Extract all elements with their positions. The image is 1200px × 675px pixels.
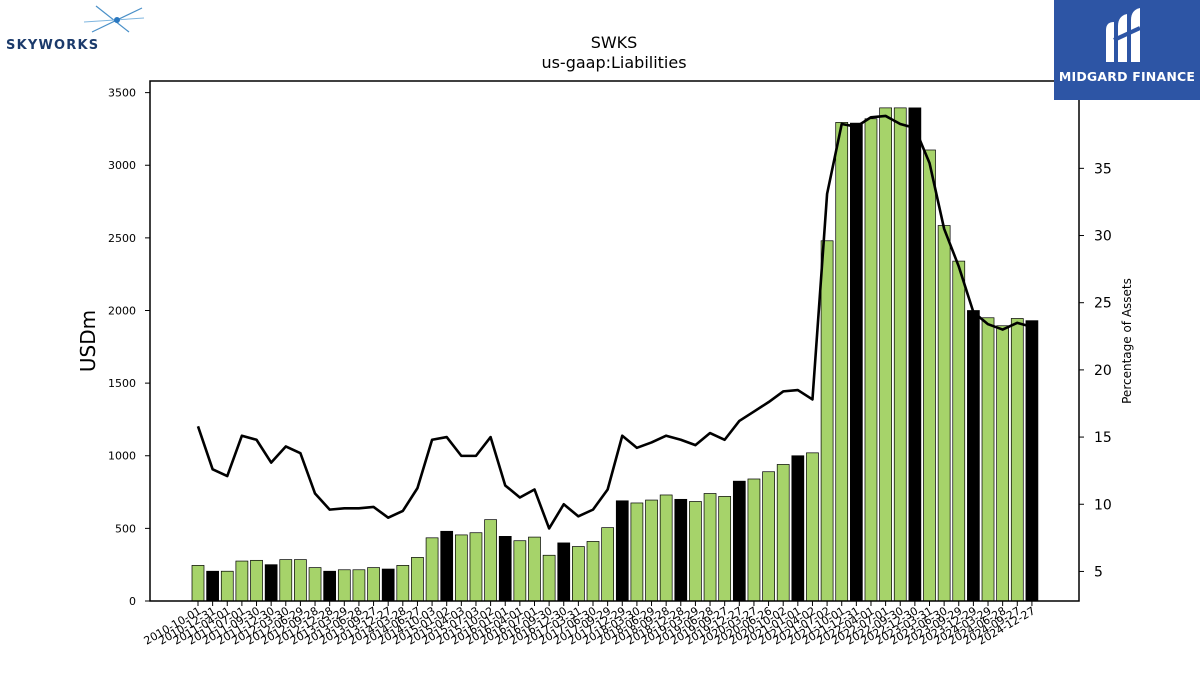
bar (791, 455, 805, 602)
bar (352, 569, 366, 602)
bar (893, 107, 907, 602)
bar (703, 493, 717, 602)
bar (864, 118, 878, 602)
y2-tick-label: 5 (1094, 564, 1103, 580)
y2-tick-label: 20 (1094, 363, 1112, 379)
bar (645, 499, 658, 602)
bar (557, 542, 571, 602)
bar (440, 530, 454, 602)
y-tick-label: 1500 (108, 377, 136, 390)
y-tick-label: 0 (129, 595, 136, 608)
y-tick-label: 1000 (108, 450, 136, 463)
bar (630, 502, 644, 602)
bar (220, 570, 234, 602)
bar (806, 452, 819, 602)
bar (659, 494, 673, 602)
bar (908, 107, 922, 602)
bar (967, 310, 980, 602)
bar (586, 541, 600, 602)
y-tick-label: 2500 (108, 232, 136, 245)
bar (572, 546, 585, 602)
x-axis: 2010-10-012010-12-312011-04-012011-07-01… (142, 601, 1037, 648)
bar (381, 568, 395, 602)
bar (235, 560, 249, 602)
y2-tick-label: 30 (1094, 229, 1112, 245)
bar (528, 536, 541, 602)
bars-layer (191, 107, 1039, 602)
bar (835, 122, 849, 602)
skyworks-logo-text: SKYWORKS (6, 38, 100, 53)
y2-tick-label: 25 (1094, 296, 1112, 312)
bar (762, 471, 775, 602)
bar (323, 570, 337, 602)
bar (294, 559, 307, 602)
bar (615, 500, 629, 602)
midgard-finance-logo-text: MIDGARD FINANCE (1058, 69, 1196, 84)
midgard-finance-logo: MIDGARD FINANCE (1054, 0, 1200, 100)
bar (952, 260, 966, 602)
bar (923, 149, 936, 602)
bar (308, 567, 322, 602)
y-axis-label: USDm (76, 310, 100, 372)
bar (279, 559, 293, 602)
bar (879, 107, 892, 602)
bar (454, 534, 468, 602)
bar (849, 122, 863, 602)
bar (689, 501, 702, 602)
bar (674, 498, 688, 602)
bar (732, 480, 746, 602)
chart-title: SWKS (591, 33, 638, 52)
bar (601, 527, 614, 602)
bar (513, 540, 527, 602)
y2-axis-label: Percentage of Assets (1120, 278, 1134, 404)
bar (498, 536, 512, 602)
skyworks-logo: SKYWORKS (4, 4, 154, 56)
bar (1025, 320, 1039, 602)
bar (981, 317, 995, 602)
bar (996, 325, 1010, 602)
bar (718, 496, 732, 602)
skyworks-swoosh-icon (83, 5, 145, 33)
chart-subtitle: us-gaap:Liabilities (541, 53, 686, 72)
y2-tick-label: 15 (1094, 430, 1112, 446)
y-tick-label: 2000 (108, 304, 136, 317)
bar (1010, 318, 1024, 602)
bar (367, 567, 380, 602)
bar (425, 537, 439, 602)
bar (191, 565, 205, 602)
y2-tick-label: 35 (1094, 161, 1112, 177)
bar (411, 557, 424, 602)
bar (337, 569, 351, 602)
y2-tick-label: 10 (1094, 497, 1112, 513)
y-axis-right: 5 10 15 20 25 30 35 (1079, 161, 1112, 580)
bar (206, 570, 219, 602)
y-tick-label: 3000 (108, 159, 136, 172)
bar (264, 564, 278, 602)
midgard-mark-icon (1106, 8, 1141, 62)
bar (937, 225, 951, 602)
plot-frame (149, 80, 1080, 602)
y-tick-label: 500 (115, 522, 136, 535)
bar (396, 565, 410, 602)
bar (484, 519, 497, 602)
y-tick-label: 3500 (108, 87, 136, 100)
bar (820, 240, 834, 602)
bar (747, 478, 761, 602)
line-layer (196, 114, 1033, 530)
bar (776, 464, 790, 602)
bar (250, 559, 263, 602)
bar (469, 532, 483, 602)
y-axis-left: 0 500 1000 1500 2000 2500 3000 3500 (108, 87, 150, 608)
bar (542, 554, 556, 602)
line-series (196, 114, 1033, 530)
